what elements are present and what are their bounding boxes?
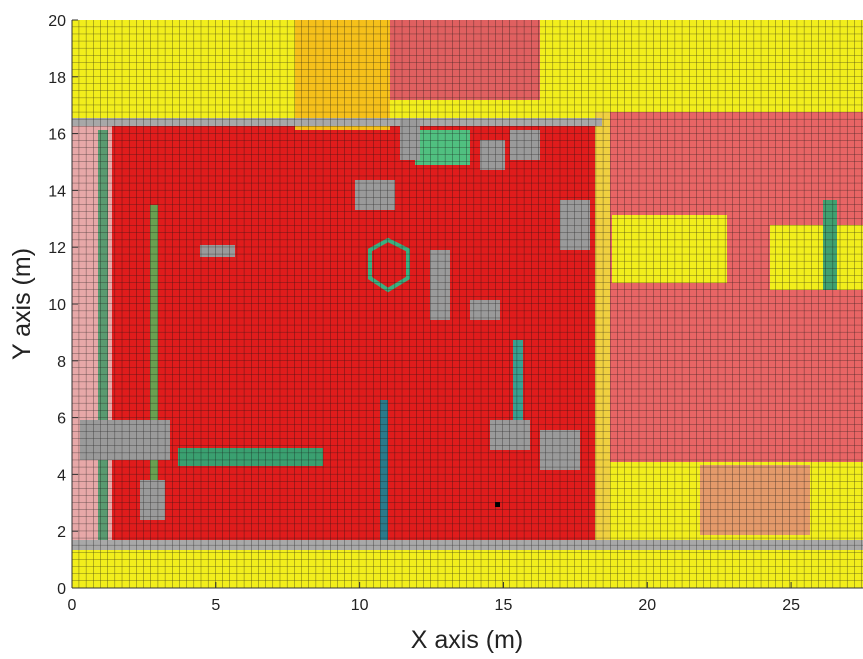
occupancy-map <box>72 20 863 588</box>
x-tick-label: 5 <box>211 597 220 614</box>
y-tick-label: 18 <box>48 70 66 87</box>
x-tick-label: 20 <box>638 597 656 614</box>
x-tick-label: 25 <box>782 597 800 614</box>
y-axis-label: Y axis (m) <box>8 248 36 360</box>
y-tick-label: 20 <box>48 13 66 30</box>
y-tick-label: 4 <box>57 467 66 484</box>
x-tick-label: 10 <box>351 597 369 614</box>
y-tick-label: 14 <box>48 183 66 200</box>
chart: X axis (m) Y axis (m) 0 5 10 15 20 25 0 2 4 6 8 10 1… <box>0 0 863 659</box>
x-axis-label: X axis (m) <box>411 626 524 654</box>
x-tick-label: 0 <box>68 597 77 614</box>
y-tick-label: 6 <box>57 411 66 428</box>
y-tick-label: 0 <box>57 581 66 598</box>
y-tick-label: 8 <box>57 354 66 371</box>
y-tick-label: 16 <box>48 127 66 144</box>
y-tick-label: 12 <box>48 240 66 257</box>
x-tick-label: 15 <box>495 597 513 614</box>
y-tick-label: 2 <box>57 524 66 541</box>
grid-cells <box>72 20 863 588</box>
y-tick-label: 10 <box>48 297 66 314</box>
